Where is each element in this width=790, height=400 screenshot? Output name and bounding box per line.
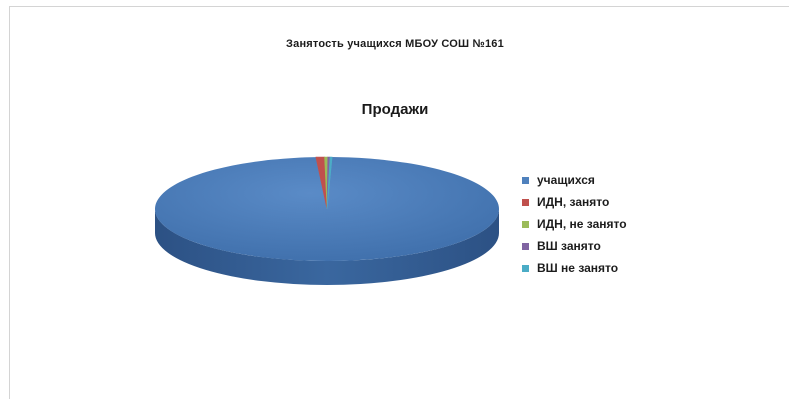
legend-swatch [522,264,529,272]
legend-swatch [522,176,529,184]
legend-label: учащихся [537,173,595,187]
legend-label: ВШ занято [537,239,601,253]
legend: учащихся ИДН, занято ИДН, не занято ВШ заня… [522,169,672,279]
legend-item: ВШ занято [522,235,672,257]
pie-slice-4 [326,156,333,210]
legend-label: ВШ не занято [537,261,619,275]
pie-side-rim [155,209,499,285]
legend-swatch [522,242,529,250]
legend-item: ИДН, занято [522,191,672,213]
legend-swatch [522,198,529,206]
pie-slices [155,156,500,261]
page-title: Занятость учащихся МБОУ СОШ №161 [286,38,504,50]
chart-title: Продажи [361,101,429,118]
legend-label: ИДН, не занято [537,217,627,231]
legend-item: ИДН, не занято [522,213,672,235]
legend-item: учащихся [522,169,672,191]
legend-swatch [522,220,529,228]
legend-item: ВШ не занято [522,257,672,279]
legend-label: ИДН, занято [537,195,610,209]
pie-side [155,209,499,285]
chart-frame [9,6,789,399]
